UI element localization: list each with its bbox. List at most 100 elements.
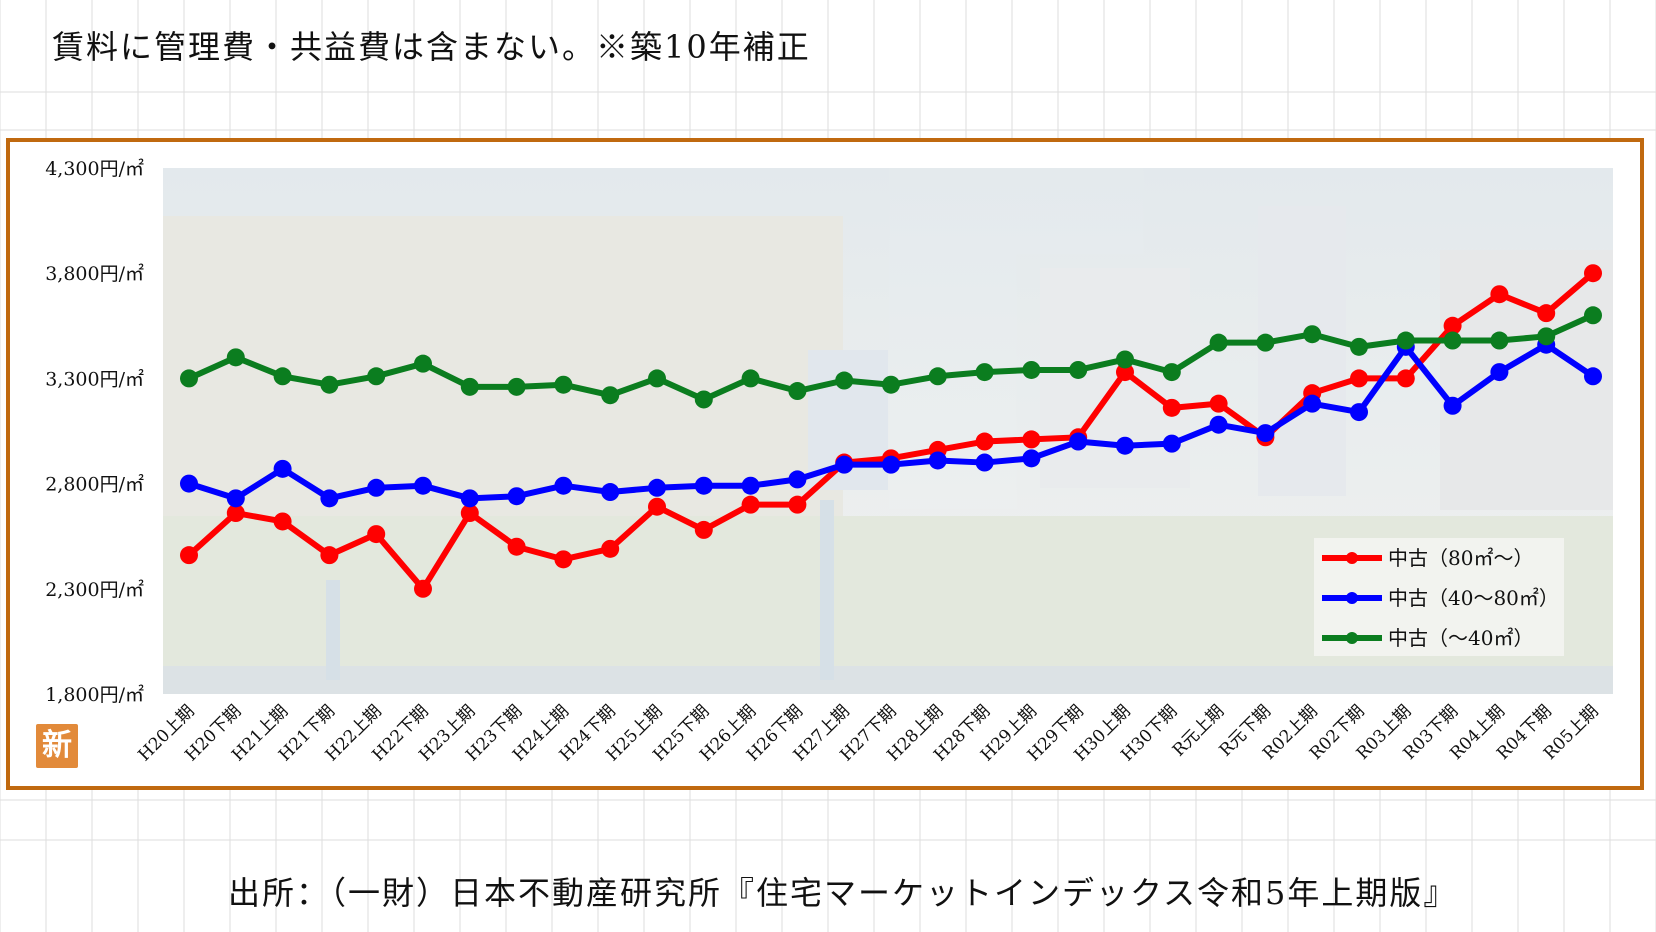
data-point <box>554 476 573 495</box>
legend-swatch-marker <box>1346 592 1358 604</box>
data-point <box>1350 369 1368 388</box>
data-point <box>1443 316 1462 335</box>
data-point <box>975 363 994 382</box>
data-point <box>835 371 854 390</box>
data-point <box>1443 396 1462 415</box>
y-tick-label: 4,300円/㎡ <box>45 157 144 180</box>
data-point <box>1069 360 1088 379</box>
data-point <box>180 369 198 388</box>
data-point <box>1209 415 1228 434</box>
data-point <box>1350 337 1368 356</box>
data-point <box>320 489 339 508</box>
data-point <box>1209 333 1228 352</box>
legend-label: 中古（～40㎡） <box>1388 626 1533 650</box>
legend-label: 中古（80㎡～） <box>1388 546 1533 570</box>
data-point <box>1162 398 1181 417</box>
data-point <box>507 487 526 506</box>
data-point <box>1584 264 1602 283</box>
data-point <box>554 550 573 569</box>
data-point <box>226 348 245 367</box>
y-tick-label: 1,800円/㎡ <box>45 683 144 706</box>
data-point <box>928 451 947 470</box>
data-point <box>414 476 432 495</box>
data-point <box>180 546 198 565</box>
data-point <box>694 390 713 409</box>
data-point <box>367 478 386 497</box>
data-point <box>788 470 807 489</box>
data-point <box>601 483 620 502</box>
data-point <box>1162 434 1181 453</box>
data-point <box>1443 331 1462 350</box>
data-point <box>1350 403 1368 422</box>
data-point <box>460 504 479 523</box>
data-point <box>273 512 292 531</box>
data-point <box>1022 449 1041 468</box>
data-point <box>601 539 620 558</box>
data-point <box>882 455 900 474</box>
data-point <box>1116 363 1134 382</box>
data-point <box>180 474 198 493</box>
series-1 <box>180 335 1602 508</box>
data-point <box>1396 369 1415 388</box>
source-note: 出所：（一財）日本不動産研究所『住宅マーケットインデックス令和5年上期版』 <box>228 874 1458 912</box>
y-tick-label: 3,800円/㎡ <box>45 262 144 285</box>
data-point <box>694 476 713 495</box>
data-point <box>1069 432 1088 451</box>
data-point <box>554 375 573 394</box>
data-point <box>741 476 760 495</box>
data-point <box>320 546 339 565</box>
data-point <box>507 537 526 556</box>
legend-swatch-marker <box>1346 552 1358 564</box>
data-point <box>414 579 432 598</box>
data-point <box>1209 394 1228 413</box>
y-axis: 1,800円/㎡ 2,300円/㎡ 2,800円/㎡ 3,300円/㎡ 3,800円/㎡… <box>45 157 144 706</box>
data-point <box>367 525 386 544</box>
data-point <box>1303 394 1322 413</box>
data-point <box>1584 367 1602 386</box>
data-point <box>1490 363 1509 382</box>
data-point <box>601 386 620 405</box>
data-point <box>1396 331 1415 350</box>
data-point <box>648 478 666 497</box>
data-point <box>928 367 947 386</box>
data-point <box>694 520 713 539</box>
data-point <box>648 497 666 516</box>
data-point <box>882 375 900 394</box>
data-point <box>1162 363 1181 382</box>
series-layer <box>180 264 1602 598</box>
data-point <box>1537 304 1556 323</box>
data-point <box>975 432 994 451</box>
series-2 <box>180 306 1602 409</box>
data-point <box>648 369 666 388</box>
data-point <box>1116 350 1134 369</box>
data-point <box>367 367 386 386</box>
data-point <box>741 369 760 388</box>
data-point <box>1022 430 1041 449</box>
header-note: 賃料に管理費・共益費は含まない。※築10年補正 <box>52 28 811 66</box>
data-point <box>273 459 292 478</box>
data-point <box>507 377 526 396</box>
data-point <box>460 489 479 508</box>
new-badge: 新 <box>36 724 78 768</box>
data-point <box>1303 325 1322 344</box>
data-point <box>1256 333 1275 352</box>
data-point <box>1256 424 1275 443</box>
y-tick-label: 2,800円/㎡ <box>45 473 144 496</box>
data-point <box>788 382 807 401</box>
data-point <box>835 455 854 474</box>
data-point <box>273 367 292 386</box>
data-point <box>1116 436 1134 455</box>
data-point <box>226 504 245 523</box>
data-point <box>975 453 994 472</box>
legend-swatch-marker <box>1346 632 1358 644</box>
x-tick-label: R元上期 <box>1169 701 1228 760</box>
legend-label: 中古（40～80㎡） <box>1388 586 1559 610</box>
y-tick-label: 2,300円/㎡ <box>45 578 144 601</box>
data-point <box>414 354 432 373</box>
data-point <box>788 495 807 514</box>
data-point <box>226 489 245 508</box>
data-point <box>320 375 339 394</box>
data-point <box>1537 327 1556 346</box>
data-point <box>1584 306 1602 325</box>
